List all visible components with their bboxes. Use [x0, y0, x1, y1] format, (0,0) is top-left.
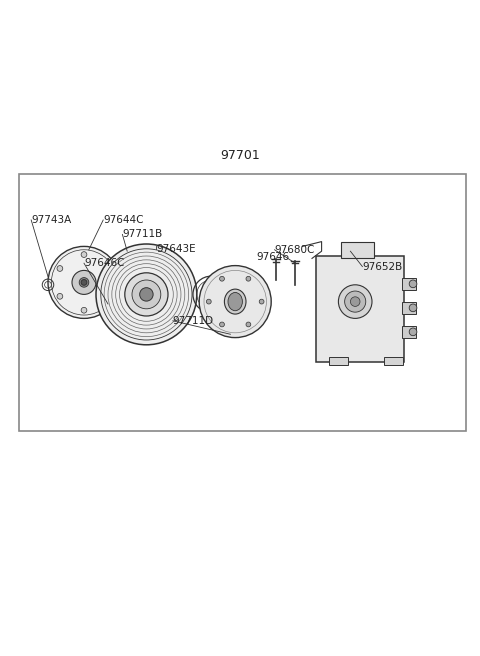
Text: 97643E: 97643E: [156, 244, 196, 254]
Circle shape: [125, 273, 168, 316]
Circle shape: [105, 266, 111, 272]
Circle shape: [409, 280, 417, 288]
Text: 97646: 97646: [257, 252, 290, 262]
Bar: [402, 302, 417, 314]
Text: 97701: 97701: [220, 150, 260, 163]
Text: 97646C: 97646C: [84, 258, 124, 268]
Circle shape: [219, 276, 225, 281]
Circle shape: [206, 299, 211, 304]
Ellipse shape: [224, 289, 246, 314]
Circle shape: [57, 266, 63, 272]
Circle shape: [199, 266, 271, 338]
Circle shape: [219, 322, 224, 327]
Text: 97743A: 97743A: [31, 215, 72, 225]
Circle shape: [48, 247, 120, 318]
Circle shape: [81, 252, 87, 257]
Text: 97711B: 97711B: [122, 230, 163, 239]
Circle shape: [350, 297, 360, 306]
Bar: [341, 241, 374, 258]
Text: 97652B: 97652B: [362, 262, 403, 272]
Bar: [384, 357, 403, 365]
Circle shape: [72, 270, 96, 295]
Bar: [402, 277, 417, 289]
Circle shape: [57, 293, 63, 299]
Bar: [329, 357, 348, 365]
Bar: [402, 325, 417, 338]
Circle shape: [409, 328, 417, 336]
Text: 97711D: 97711D: [173, 316, 214, 326]
Circle shape: [79, 277, 89, 287]
Circle shape: [246, 276, 251, 281]
Circle shape: [259, 299, 264, 304]
Circle shape: [140, 288, 153, 301]
Bar: [19, 174, 466, 431]
Ellipse shape: [228, 293, 242, 311]
Circle shape: [345, 291, 366, 312]
Circle shape: [132, 280, 161, 309]
Circle shape: [246, 322, 251, 327]
Circle shape: [409, 304, 417, 312]
Circle shape: [81, 308, 87, 313]
Circle shape: [338, 285, 372, 318]
Circle shape: [96, 244, 197, 345]
Circle shape: [105, 293, 111, 299]
Text: 97680C: 97680C: [275, 245, 315, 255]
Text: 97644C: 97644C: [103, 215, 144, 225]
Circle shape: [81, 279, 87, 285]
Bar: [316, 256, 404, 361]
